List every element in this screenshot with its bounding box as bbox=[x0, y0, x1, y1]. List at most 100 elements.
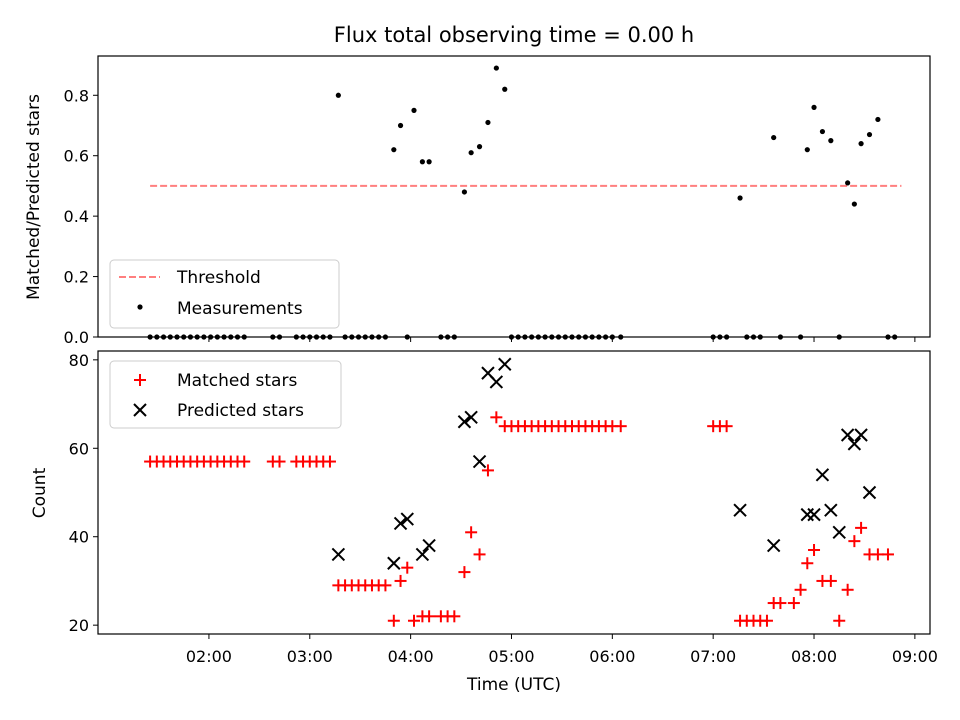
measurement-point bbox=[804, 147, 810, 153]
matched-stars-marker bbox=[871, 548, 884, 561]
predicted-stars-marker bbox=[422, 538, 436, 553]
predicted-stars-marker-stroke bbox=[807, 507, 821, 522]
top-y-tick-label: 0.4 bbox=[64, 207, 89, 226]
x-tick-label: 09:00 bbox=[892, 647, 938, 666]
legend-predicted-swatch bbox=[133, 403, 147, 417]
measurement-point bbox=[419, 159, 425, 165]
predicted-stars-marker bbox=[824, 503, 838, 517]
legend-measurements-label: Measurements bbox=[177, 299, 303, 319]
bottom-x-ticks: 02:00 03:00 04:00 05:00 06:00 07:00 08:00 09:00 bbox=[186, 634, 938, 666]
top-y-tick-label: 0.2 bbox=[64, 268, 89, 287]
predicted-stars-marker-stroke bbox=[422, 538, 436, 553]
top-panel: 0.00.20.40.60.8 Matched/Predicted stars … bbox=[24, 55, 931, 347]
predicted-stars-marker bbox=[815, 468, 830, 482]
predicted-stars-marker-stroke bbox=[824, 503, 838, 517]
predicted-stars-marker bbox=[464, 410, 478, 425]
measurement-point bbox=[391, 147, 397, 153]
top-legend-box bbox=[109, 259, 340, 329]
matched-stars-marker bbox=[841, 583, 854, 596]
measurement-point bbox=[811, 104, 817, 110]
predicted-stars-marker-stroke bbox=[331, 547, 346, 562]
predicted-stars-marker bbox=[498, 357, 512, 371]
matched-stars-marker bbox=[458, 566, 471, 579]
measurement-point bbox=[426, 159, 432, 165]
matched-stars-marker bbox=[473, 548, 486, 561]
predicted-stars-marker-stroke bbox=[464, 410, 478, 425]
measurement-point bbox=[858, 141, 864, 147]
measurement-point bbox=[411, 107, 417, 113]
predicted-stars-marker bbox=[832, 525, 846, 540]
top-y-tick-label: 0.8 bbox=[64, 86, 89, 105]
measurement-point bbox=[845, 180, 851, 186]
matched-stars-marker bbox=[614, 420, 627, 433]
predicted-stars-marker bbox=[331, 547, 346, 562]
matched-stars-marker bbox=[394, 574, 407, 587]
legend-matched-label: Matched stars bbox=[177, 371, 297, 391]
measurement-point bbox=[851, 201, 857, 207]
predicted-stars-marker bbox=[415, 547, 430, 562]
matched-stars-marker bbox=[387, 614, 400, 627]
top-y-axis-label: Matched/Predicted stars bbox=[24, 94, 44, 300]
bottom-y-axis-label: Count bbox=[30, 467, 50, 518]
predicted-stars-marker bbox=[489, 375, 504, 389]
predicted-stars-marker-stroke bbox=[766, 538, 781, 553]
predicted-stars-marker-stroke bbox=[815, 468, 830, 482]
chart-title: Flux total observing time = 0.00 h bbox=[334, 23, 694, 47]
measurement-point bbox=[397, 122, 404, 129]
top-y-tick-label: 0.6 bbox=[64, 147, 89, 166]
predicted-stars-marker-stroke bbox=[862, 485, 877, 500]
measurement-point bbox=[771, 134, 777, 141]
x-tick-label: 08:00 bbox=[791, 647, 837, 666]
predicted-stars-marker bbox=[840, 428, 855, 442]
predicted-stars-marker bbox=[400, 512, 414, 526]
predicted-stars-marker-stroke bbox=[400, 512, 414, 526]
matched-stars-marker bbox=[379, 579, 392, 592]
measurement-point bbox=[461, 189, 468, 195]
predicted-stars-marker-stroke bbox=[481, 366, 495, 380]
bottom-y-tick-label: 80 bbox=[69, 351, 89, 370]
predicted-stars-marker-stroke bbox=[472, 454, 487, 469]
top-axes-frame bbox=[97, 55, 931, 338]
matched-stars-marker bbox=[465, 526, 478, 539]
predicted-stars-marker bbox=[766, 538, 781, 553]
measurement-point bbox=[485, 119, 491, 126]
predicted-stars-marker-stroke bbox=[847, 437, 862, 451]
matched-stars-marker bbox=[774, 597, 787, 610]
matched-stars-marker bbox=[760, 614, 773, 627]
top-x-ticks bbox=[208, 337, 916, 342]
matched-stars-marker bbox=[273, 455, 286, 468]
measurement-point bbox=[493, 65, 499, 71]
predicted-stars-marker-stroke bbox=[415, 547, 430, 562]
matched-stars-marker bbox=[490, 411, 503, 424]
predicted-stars-marker bbox=[457, 415, 472, 429]
predicted-stars-marker bbox=[847, 437, 862, 451]
matched-stars-marker bbox=[881, 548, 894, 561]
top-legend: Threshold Measurements bbox=[109, 259, 340, 329]
predicted-stars-marker-stroke bbox=[457, 415, 472, 429]
matched-stars-marker bbox=[407, 614, 420, 627]
predicted-stars-marker-stroke bbox=[387, 556, 401, 570]
x-axis-label: Time (UTC) bbox=[466, 675, 561, 695]
measurement-point bbox=[866, 131, 873, 138]
predicted-stars-marker bbox=[733, 503, 747, 517]
matched-stars-marker bbox=[720, 420, 733, 433]
matched-stars-marker bbox=[401, 561, 414, 574]
matched-stars-marker bbox=[323, 455, 336, 468]
x-tick-label: 07:00 bbox=[690, 647, 736, 666]
x-tick-label: 06:00 bbox=[589, 647, 635, 666]
legend-matched-swatch bbox=[134, 374, 146, 386]
predicted-stars-marker bbox=[862, 485, 877, 500]
bottom-y-ticks: 20 40 60 80 bbox=[69, 351, 98, 635]
matched-stars-marker bbox=[824, 574, 837, 587]
matched-stars-marker bbox=[855, 521, 868, 534]
bottom-axes-frame bbox=[97, 350, 931, 635]
measurement-point bbox=[476, 144, 483, 150]
matched-stars-marker bbox=[423, 610, 436, 623]
measurement-point bbox=[819, 128, 826, 135]
predicted-stars-marker bbox=[387, 556, 401, 570]
predicted-stars-marker-stroke bbox=[733, 503, 747, 517]
measurement-point bbox=[335, 92, 341, 98]
measurement-point bbox=[737, 195, 743, 201]
predicted-stars-marker-stroke bbox=[489, 375, 504, 389]
